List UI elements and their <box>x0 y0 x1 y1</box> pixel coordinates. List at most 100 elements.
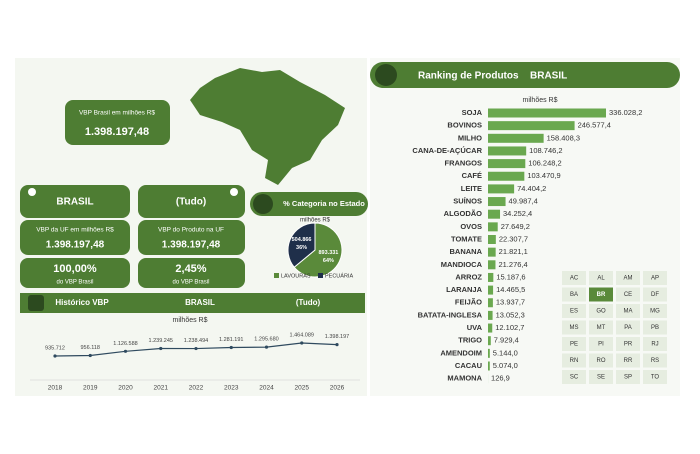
state-button[interactable] <box>616 320 640 335</box>
state-button[interactable] <box>589 370 613 384</box>
point <box>264 345 269 349</box>
state-label[interactable]: PR <box>624 342 633 348</box>
state-button[interactable] <box>616 370 640 384</box>
history-header <box>20 293 365 313</box>
state-label[interactable]: MA <box>624 309 633 315</box>
value-label: 13.937,7 <box>496 298 525 307</box>
state-label[interactable]: AL <box>597 276 605 282</box>
state-label[interactable]: RN <box>570 358 579 364</box>
state-button[interactable] <box>616 337 640 351</box>
state-label[interactable]: CE <box>624 292 632 298</box>
state-label[interactable]: AC <box>570 276 579 282</box>
state-label[interactable]: SC <box>570 375 579 381</box>
state-button[interactable] <box>562 287 586 302</box>
state-label[interactable]: BA <box>570 292 578 298</box>
state-button[interactable] <box>616 271 640 285</box>
value-label: 103.470,9 <box>527 171 560 180</box>
state-button[interactable] <box>589 337 613 351</box>
state-label[interactable]: AP <box>651 276 659 282</box>
state-label[interactable]: SP <box>624 375 632 381</box>
state-label[interactable]: MG <box>650 309 660 315</box>
state-button[interactable] <box>643 370 667 384</box>
state-label[interactable]: MT <box>597 325 606 331</box>
state-button[interactable] <box>643 337 667 351</box>
state-button[interactable] <box>589 271 613 285</box>
state-button[interactable] <box>589 287 613 302</box>
state-label[interactable]: SE <box>597 375 605 381</box>
state-button[interactable] <box>562 320 586 335</box>
state-label[interactable]: RS <box>651 358 659 364</box>
state-label[interactable]: RJ <box>651 342 658 348</box>
state-button[interactable] <box>562 271 586 285</box>
state-label[interactable]: AM <box>624 276 633 282</box>
category-label: CACAU <box>455 361 482 370</box>
pie-icon <box>253 194 273 214</box>
state-button[interactable] <box>589 353 613 368</box>
point <box>159 346 163 351</box>
legend-swatch <box>274 273 279 278</box>
point <box>335 343 339 347</box>
bar <box>488 159 526 169</box>
bar <box>488 323 493 333</box>
state-button[interactable] <box>589 304 613 318</box>
x-tick-label: 2021 <box>154 385 169 392</box>
value-label: 106.248,2 <box>528 159 561 168</box>
history-filter: BRASIL <box>185 298 215 307</box>
state-button[interactable] <box>643 304 667 318</box>
state-button[interactable] <box>562 337 586 351</box>
ranking-subtitle: BRASIL <box>530 71 567 82</box>
state-button[interactable] <box>643 271 667 285</box>
state-label[interactable]: PB <box>651 325 659 331</box>
bar <box>488 197 506 207</box>
category-label: MANDIOCA <box>441 260 483 269</box>
x-tick-label: 2024 <box>259 385 274 392</box>
state-button[interactable] <box>616 287 640 302</box>
category-label: SOJA <box>462 108 483 117</box>
uf-filter[interactable] <box>20 185 130 218</box>
bar <box>488 336 491 346</box>
state-label[interactable]: TO <box>651 375 660 381</box>
pie-amount-label: 893.331 <box>318 250 338 256</box>
category-label: BANANA <box>450 247 483 256</box>
state-label[interactable]: PI <box>598 342 604 348</box>
state-label[interactable]: PA <box>624 325 632 331</box>
value-label: 1.295.680 <box>254 337 278 343</box>
vbp-produto-value: 1.398.197,48 <box>162 240 221 251</box>
product-filter-text[interactable]: (Tudo) <box>176 197 206 208</box>
state-button[interactable] <box>589 320 613 335</box>
product-filter[interactable] <box>138 185 245 218</box>
ranking-header <box>370 62 680 88</box>
category-label: ALGODÃO <box>444 209 482 218</box>
value-label: 5.144,0 <box>493 348 518 357</box>
state-button[interactable] <box>616 353 640 368</box>
state-button[interactable] <box>643 287 667 302</box>
pie-header <box>250 192 368 216</box>
state-button[interactable] <box>643 353 667 368</box>
state-label[interactable]: DF <box>651 292 659 298</box>
state-button[interactable] <box>562 353 586 368</box>
product-icon <box>230 188 238 196</box>
state-label[interactable]: BR <box>597 292 606 298</box>
category-label: LARANJA <box>446 285 482 294</box>
category-label: MILHO <box>458 133 482 142</box>
state-label[interactable]: ES <box>570 309 578 315</box>
state-button[interactable] <box>616 304 640 318</box>
state-button[interactable] <box>643 320 667 335</box>
value-label: 246.577,4 <box>578 121 611 130</box>
value-label: 1.239.245 <box>149 338 173 344</box>
category-label: AMENDOIM <box>440 348 482 357</box>
state-label[interactable]: RO <box>597 358 606 364</box>
value-label: 74.404,2 <box>517 184 546 193</box>
state-button[interactable] <box>562 370 586 384</box>
value-label: 126,9 <box>491 374 510 383</box>
state-label[interactable]: MS <box>570 325 579 331</box>
state-label[interactable]: GO <box>596 309 606 315</box>
uf-filter-text[interactable]: BRASIL <box>56 197 93 208</box>
x-tick-label: 2026 <box>330 385 345 392</box>
legend-label: PECUÁRIA <box>325 272 353 279</box>
state-label[interactable]: RR <box>624 358 633 364</box>
state-label[interactable]: PE <box>570 342 578 348</box>
state-button[interactable] <box>562 304 586 318</box>
bar <box>488 361 490 371</box>
